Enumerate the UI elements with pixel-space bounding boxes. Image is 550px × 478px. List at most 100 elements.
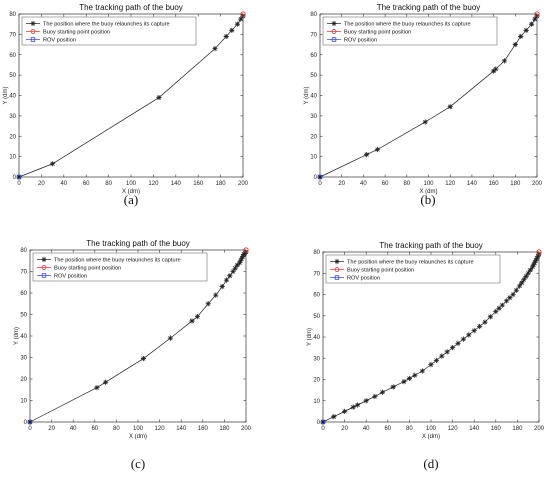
y-tick-label: 50 — [313, 314, 320, 320]
y-tick-label: 70 — [313, 271, 320, 277]
x-tick-label: 160 — [193, 181, 204, 187]
x-tick-label: 200 — [238, 181, 249, 187]
data-point-star — [419, 368, 425, 374]
x-tick-label: 60 — [83, 181, 90, 187]
x-tick-label: 160 — [489, 181, 500, 187]
buoy-start-marker — [536, 249, 542, 255]
data-point-star — [527, 267, 533, 273]
data-point-star — [94, 385, 100, 391]
data-point-star — [460, 336, 466, 342]
legend-label: ROV position — [43, 38, 76, 44]
legend-label: Buoy starting point position — [43, 30, 110, 36]
data-point-star — [510, 291, 516, 298]
y-tick-label: 0 — [314, 175, 318, 181]
y-tick-label: 40 — [20, 334, 27, 340]
chart-panel-1: The tracking path of the buoy 0 20 40 60 80 10… — [3, 3, 249, 207]
buoy-start-marker — [534, 11, 540, 17]
data-point-star — [455, 340, 461, 346]
x-tick-label: 180 — [219, 426, 230, 432]
rov-position-marker — [320, 419, 326, 425]
x-tick-label: 80 — [406, 426, 413, 432]
data-point-star — [499, 302, 505, 308]
x-tick-label: 60 — [382, 181, 389, 187]
data-point-star — [16, 174, 22, 180]
y-tick-label: 40 — [313, 335, 320, 341]
data-point-star — [212, 46, 218, 52]
y-tick-label: 10 — [313, 399, 320, 405]
data-point-star — [390, 384, 396, 390]
x-tick-label: 80 — [105, 181, 112, 187]
data-point-star — [232, 265, 238, 271]
x-tick-label: 140 — [176, 426, 187, 432]
legend-label: Buoy starting point position — [347, 268, 414, 274]
data-point-star — [234, 262, 240, 268]
x-tick-label: 0 — [318, 181, 322, 187]
x-tick-label: 120 — [155, 426, 166, 432]
legend-label: Buoy starting point position — [344, 30, 411, 36]
rov-position-marker — [317, 174, 323, 180]
data-point-star — [103, 379, 109, 385]
data-point-star — [532, 260, 538, 266]
x-tick-label: 40 — [360, 181, 367, 187]
x-tick-label: 20 — [48, 426, 55, 432]
data-point-star — [477, 323, 483, 329]
data-point-star — [27, 419, 33, 425]
data-point-star — [205, 301, 211, 307]
data-point-star — [213, 292, 219, 298]
data-point-star — [439, 353, 445, 359]
legend-box — [322, 16, 498, 46]
data-point-star — [529, 264, 536, 270]
legend-label: The position where the buoy relaunches i… — [344, 22, 471, 28]
panel-label: (d) — [423, 456, 438, 471]
y-tick-label: 10 — [20, 399, 27, 405]
x-tick-label: 60 — [384, 426, 391, 432]
y-tick-label: 40 — [310, 94, 317, 100]
legend-box — [325, 254, 501, 284]
data-point-star — [512, 41, 518, 48]
x-tick-label: 180 — [216, 181, 227, 187]
data-point-star — [534, 255, 540, 261]
data-point-star — [236, 260, 243, 266]
legend-square-icon — [331, 37, 337, 42]
data-point-star — [167, 335, 173, 341]
data-point-star — [531, 262, 537, 268]
y-tick-label: 20 — [20, 377, 27, 383]
legend-label: ROV position — [344, 38, 377, 44]
data-point-star — [444, 349, 450, 355]
legend-star-icon — [331, 20, 337, 27]
y-tick-label: 50 — [310, 73, 317, 79]
y-tick-label: 30 — [310, 114, 317, 120]
y-tick-label: 80 — [310, 12, 317, 18]
legend-circle-icon — [331, 29, 337, 34]
data-point-star — [354, 402, 361, 408]
chart-panel-2: The tracking path of the buoy 0 20 40 60 80 10… — [304, 3, 543, 207]
data-point-star — [406, 375, 412, 382]
x-tick-label: 140 — [469, 426, 480, 432]
legend: The position where the buoy relaunches i… — [322, 16, 498, 46]
x-tick-label: 0 — [17, 181, 21, 187]
legend: The position where the buoy relaunches i… — [21, 16, 197, 46]
x-tick-label: 180 — [512, 426, 523, 432]
y-tick-label: 30 — [313, 356, 320, 362]
data-point-star — [238, 258, 244, 264]
data-point-star — [535, 253, 541, 259]
legend: The position where the buoy relaunches i… — [32, 252, 208, 282]
data-point-star — [450, 345, 456, 351]
data-point-star — [493, 66, 499, 72]
x-tick-label: 20 — [38, 181, 45, 187]
data-point-star — [401, 379, 407, 385]
legend-label: ROV position — [54, 274, 87, 280]
data-point-star — [428, 362, 434, 368]
data-point-star — [422, 119, 428, 125]
y-tick-label: 20 — [9, 134, 16, 140]
data-point-star — [238, 16, 244, 22]
x-tick-label: 100 — [126, 181, 137, 187]
data-point-star — [331, 414, 337, 420]
y-tick-label: 70 — [310, 32, 317, 38]
x-tick-label: 0 — [28, 426, 32, 432]
panel-label: (c) — [131, 456, 145, 471]
y-tick-label: 20 — [313, 378, 320, 384]
legend-star-icon — [41, 256, 47, 263]
x-tick-label: 120 — [445, 181, 456, 187]
